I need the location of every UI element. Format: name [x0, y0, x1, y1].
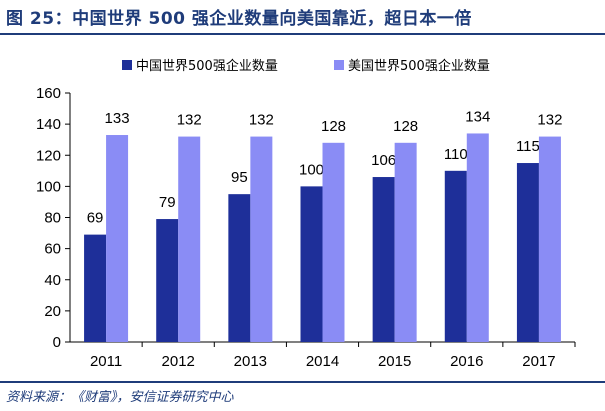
x-tick-label: 2017 [522, 353, 555, 370]
legend-swatch-china [122, 60, 132, 70]
y-tick-label: 40 [44, 272, 61, 289]
bar-chart: 0 20 40 60 80 100 120 140 160 2011 69 133 2012 79 132 2… [36, 58, 576, 370]
usa-bar [322, 142, 345, 342]
x-tick-label: 2011 [90, 353, 122, 370]
china-bar [300, 186, 323, 342]
y-tick-label: 160 [36, 85, 61, 102]
china-bar [84, 234, 107, 342]
y-tick-label: 20 [44, 303, 61, 320]
china-data-label: 100 [299, 161, 324, 178]
y-tick-label: 80 [44, 210, 61, 227]
usa-bar [106, 135, 129, 342]
x-tick-label: 2016 [450, 353, 483, 370]
china-bar [516, 163, 539, 342]
x-tick-label: 2015 [378, 353, 411, 370]
china-bar [156, 219, 179, 342]
china-bar [372, 177, 395, 342]
china-bar [444, 170, 467, 342]
usa-bar [250, 136, 273, 342]
china-bar [228, 194, 251, 342]
usa-data-label: 128 [321, 118, 346, 135]
usa-data-label: 133 [105, 110, 130, 127]
china-data-label: 115 [516, 138, 540, 155]
china-data-label: 106 [371, 152, 396, 169]
usa-bar [178, 136, 201, 342]
china-data-label: 69 [87, 210, 104, 227]
usa-bar [538, 136, 561, 342]
usa-bar [394, 142, 417, 342]
y-tick-label: 120 [36, 147, 61, 164]
footer-rule [0, 381, 605, 383]
figure-title: 图 25：中国世界 500 强企业数量向美国靠近，超日本一倍 [6, 9, 472, 29]
usa-data-label: 132 [177, 112, 202, 129]
legend-swatch-usa [334, 60, 344, 70]
usa-data-label: 134 [465, 108, 490, 125]
usa-data-label: 128 [393, 118, 418, 135]
china-data-label: 95 [231, 169, 248, 186]
y-tick-label: 100 [36, 178, 61, 195]
y-tick-label: 60 [44, 241, 61, 258]
y-tick-label: 140 [36, 116, 61, 133]
china-data-label: 79 [159, 194, 176, 211]
usa-bar [466, 133, 489, 342]
x-tick-label: 2014 [306, 353, 339, 370]
china-data-label: 110 [444, 146, 468, 163]
usa-data-label: 132 [537, 112, 562, 129]
x-tick-label: 2013 [234, 353, 267, 370]
usa-data-label: 132 [249, 112, 274, 129]
legend-label-usa: 美国世界500强企业数量 [348, 58, 490, 74]
y-tick-label: 0 [53, 334, 61, 351]
title-rule [0, 33, 605, 35]
source-note: 资料来源：《财富》，安信证券研究中心 [6, 390, 234, 405]
x-tick-label: 2012 [162, 353, 195, 370]
legend-label-china: 中国世界500强企业数量 [136, 58, 278, 74]
